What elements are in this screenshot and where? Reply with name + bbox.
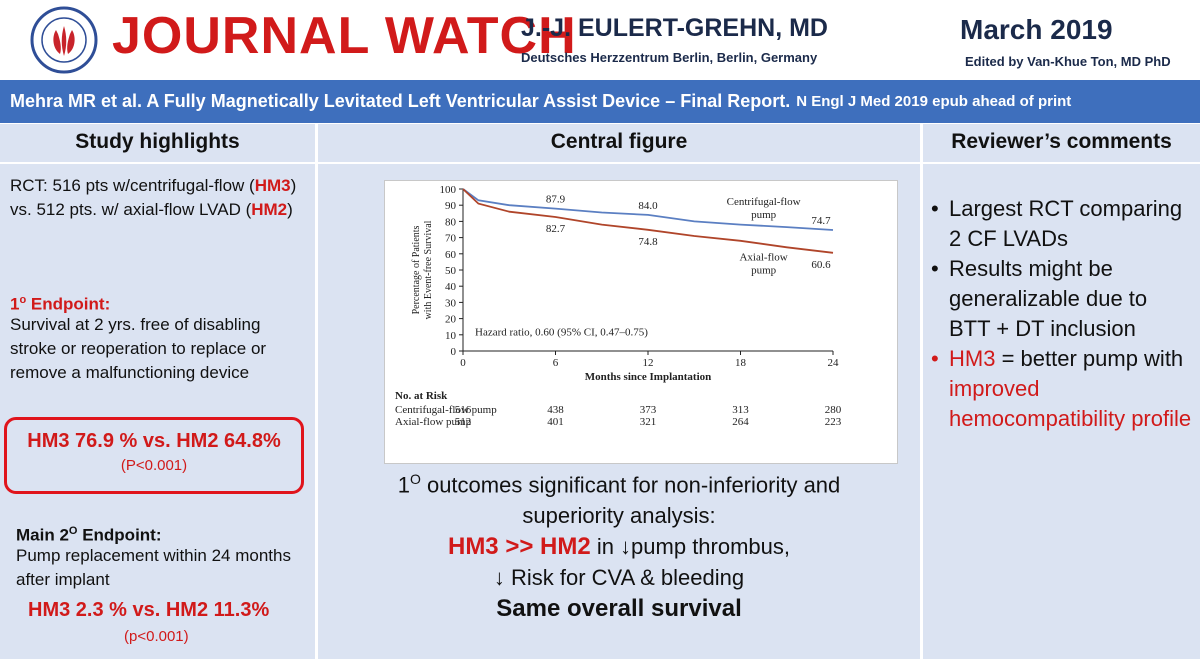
- citation-main: Mehra MR et al. A Fully Magnetically Lev…: [10, 91, 791, 111]
- central-figure-title: Central figure: [318, 124, 920, 164]
- bullet-icon: •: [931, 256, 939, 281]
- y-tick-label: 30: [445, 297, 457, 309]
- y-tick-label: 60: [445, 249, 457, 261]
- data-label: 74.8: [638, 236, 658, 248]
- journal-watch-title: JOURNAL WATCH: [112, 7, 577, 65]
- primary-result-box: HM3 76.9 % vs. HM2 64.8% (P<0.001): [4, 417, 304, 494]
- x-tick-label: 18: [735, 357, 747, 369]
- secondary-p-value: (p<0.001): [124, 628, 189, 645]
- outcome-thrombus: in ↓pump thrombus,: [590, 534, 791, 560]
- comment-item: • HM3 = better pump with improved hemocom…: [931, 344, 1193, 434]
- primary-result: HM3 76.9 % vs. HM2 64.8%: [27, 430, 281, 452]
- series-line: [462, 188, 834, 231]
- data-label: 87.9: [546, 194, 566, 206]
- comment-hm3: HM3: [949, 346, 996, 371]
- primary-p-value: (P<0.001): [120, 457, 188, 474]
- bullet-icon: •: [931, 196, 939, 221]
- y-tick-label: 90: [445, 200, 457, 212]
- citation-banner: Mehra MR et al. A Fully Magnetically Lev…: [0, 80, 1200, 123]
- at-risk-value: 264: [732, 416, 749, 428]
- comment-text: = better pump with: [995, 346, 1184, 371]
- secondary-endpoint-text: Pump replacement within 24 months after …: [16, 546, 291, 589]
- data-label: 84.0: [638, 200, 658, 212]
- rct-hm3: HM3: [254, 176, 291, 195]
- study-highlights-title: Study highlights: [0, 124, 315, 164]
- outcome-hm3-vs-hm2: HM3 >> HM2: [447, 533, 591, 561]
- series-label: Centrifugal-flow: [727, 196, 801, 208]
- x-tick-label: 0: [460, 357, 466, 369]
- issue-date: March 2019: [960, 14, 1113, 45]
- rct-hm2: HM2: [251, 200, 288, 219]
- at-risk-value: 438: [547, 404, 564, 416]
- rct-text-a: RCT: 516 pts w/centrifugal-flow (: [10, 176, 255, 195]
- outcome-line-2: HM3 >> HM2 in ↓pump thrombus,: [318, 531, 920, 562]
- data-label: 60.6: [811, 259, 831, 271]
- primary-endpoint-text: Survival at 2 yrs. free of disabling str…: [10, 315, 267, 382]
- y-tick-label: 0: [451, 346, 457, 358]
- y-tick-label: 20: [445, 314, 457, 326]
- comment-hemocompatibility: improved hemocompatibility profile: [949, 376, 1192, 431]
- data-label: 82.7: [546, 223, 566, 235]
- kaplan-meier-figure: 0 10 20 30 40 50 60 70 80 90 100 0 6 12 18 24 Months sin…: [384, 180, 898, 464]
- author-name: J.-J. EULERT-GREHN, MD: [521, 14, 828, 42]
- y-tick-label: 70: [445, 233, 457, 245]
- at-risk-value: 516: [455, 404, 472, 416]
- x-tick-label: 6: [553, 357, 559, 369]
- hazard-ratio-annotation: Hazard ratio, 0.60 (95% CI, 0.47–0.75): [475, 327, 648, 339]
- secondary-endpoint-label: Main 2O Endpoint:: [16, 525, 162, 545]
- y-tick-label: 50: [445, 265, 457, 277]
- primary-endpoint-label: 1o Endpoint:: [10, 294, 111, 314]
- rct-text-c: ): [287, 200, 293, 219]
- at-risk-row-name: Centrifugal-flow pump: [395, 404, 497, 416]
- society-logo-icon: [30, 6, 98, 74]
- at-risk-value: 223: [825, 416, 842, 428]
- y-tick-label: 40: [445, 281, 457, 293]
- reviewer-comments-title: Reviewer’s comments: [923, 124, 1200, 164]
- author-affiliation: Deutsches Herzzentrum Berlin, Berlin, Ge…: [521, 50, 818, 65]
- x-tick-label: 24: [828, 357, 840, 369]
- y-axis-label: Percentage of Patientswith Event-free Su…: [411, 220, 434, 319]
- y-tick-label: 100: [440, 184, 457, 196]
- outcome-line-3: ↓ Risk for CVA & bleeding: [493, 565, 745, 591]
- central-figure-panel: Central figure 0 10 20 30 40 50 60 70 80 90 100 0 6 1…: [318, 124, 922, 659]
- series-label: pump: [751, 209, 777, 221]
- bullet-icon: •: [931, 346, 939, 371]
- series-label: pump: [751, 264, 777, 276]
- outcome-line-1: 1O outcomes significant for non-inferior…: [397, 471, 841, 529]
- x-tick-label: 12: [643, 357, 654, 369]
- at-risk-value: 321: [640, 416, 657, 428]
- y-tick-label: 80: [445, 216, 457, 228]
- rct-description: RCT: 516 pts w/centrifugal-flow (HM3) vs…: [10, 174, 310, 222]
- series-label: Axial-flow: [739, 251, 787, 263]
- outcome-line-4: Same overall survival: [496, 595, 742, 623]
- at-risk-title: No. at Risk: [395, 390, 448, 402]
- reviewer-comments-panel: Reviewer’s comments • Largest RCT compari…: [923, 124, 1200, 659]
- series-line: [462, 188, 834, 254]
- y-tick-label: 10: [445, 330, 457, 342]
- at-risk-value: 313: [732, 404, 749, 416]
- x-axis-label: Months since Implantation: [585, 371, 712, 383]
- comment-text: Results might be generalizable due to BT…: [949, 256, 1148, 341]
- comment-item: • Results might be generalizable due to B…: [931, 254, 1193, 344]
- at-risk-value: 373: [640, 404, 657, 416]
- comment-text: Largest RCT comparing 2 CF LVADs: [949, 196, 1183, 251]
- comments-list: • Largest RCT comparing 2 CF LVADs • Resul…: [931, 194, 1193, 434]
- at-risk-value: 401: [547, 416, 564, 428]
- outcome-summary: 1O outcomes significant for non-inferior…: [318, 464, 920, 624]
- data-label: 74.7: [811, 215, 831, 227]
- comment-item: • Largest RCT comparing 2 CF LVADs: [931, 194, 1193, 254]
- rct-text-b: ) vs. 512 pts. w/ axial-flow LVAD (: [10, 176, 297, 219]
- kaplan-meier-chart: 0 10 20 30 40 50 60 70 80 90 100 0 6 12 18 24 Months sin…: [395, 184, 842, 428]
- at-risk-row-name: Axial-flow pump: [395, 416, 472, 428]
- study-highlights-panel: Study highlights RCT: 516 pts w/centrifu…: [0, 124, 317, 659]
- at-risk-value: 512: [455, 416, 472, 428]
- secondary-result: HM3 2.3 % vs. HM2 11.3%: [28, 599, 270, 621]
- header: JOURNAL WATCH J.-J. EULERT-GREHN, MD Deu…: [0, 0, 1200, 78]
- at-risk-value: 280: [825, 404, 842, 416]
- editor-credit: Edited by Van-Khue Ton, MD PhD: [965, 54, 1171, 69]
- citation-source: N Engl J Med 2019 epub ahead of print: [796, 93, 1072, 110]
